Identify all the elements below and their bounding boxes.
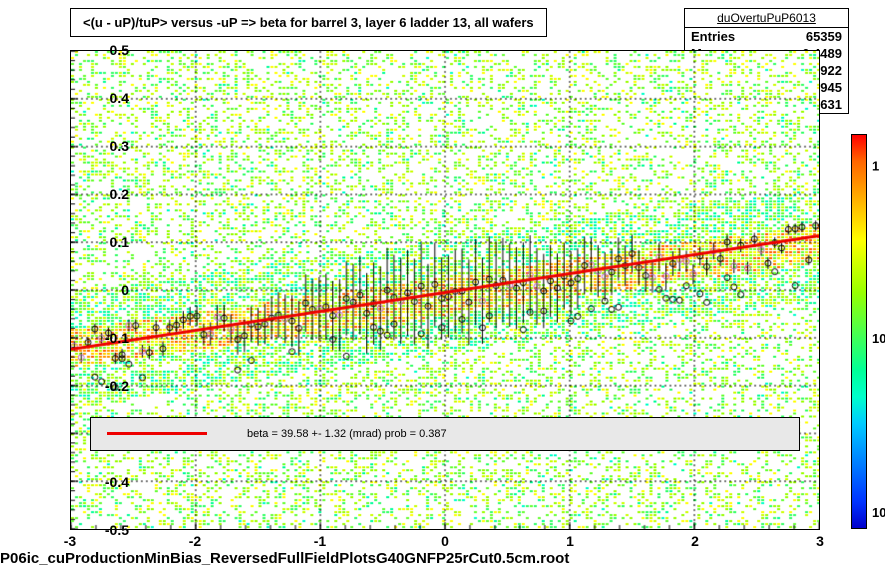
y-tick: 0.3 — [79, 138, 129, 154]
legend-line-sample — [107, 432, 207, 435]
colorbar-tick: 10⁻ — [872, 505, 885, 521]
x-tick: -2 — [189, 533, 201, 549]
colorbar-tick: 1 — [872, 158, 879, 173]
plot-area — [70, 50, 820, 530]
stats-row: Entries65359 — [685, 28, 848, 45]
colorbar-canvas — [852, 135, 866, 528]
colorbar — [851, 134, 867, 529]
fit-legend: beta = 39.58 +- 1.32 (mrad) prob = 0.387 — [90, 417, 800, 451]
y-tick: -0.2 — [79, 378, 129, 394]
overlay-canvas — [71, 51, 819, 529]
x-tick: 3 — [816, 533, 824, 549]
x-tick: -3 — [64, 533, 76, 549]
stats-name: duOvertuPuP6013 — [685, 9, 848, 28]
y-tick: -0.1 — [79, 330, 129, 346]
x-tick: 1 — [566, 533, 574, 549]
y-tick: 0.2 — [79, 186, 129, 202]
y-tick: 0.5 — [79, 42, 129, 58]
y-tick: 0.4 — [79, 90, 129, 106]
x-tick: 2 — [691, 533, 699, 549]
x-tick: 0 — [441, 533, 449, 549]
y-tick: -0.4 — [79, 474, 129, 490]
y-tick: 0 — [79, 282, 129, 298]
legend-text: beta = 39.58 +- 1.32 (mrad) prob = 0.387 — [247, 428, 447, 440]
y-tick: 0.1 — [79, 234, 129, 250]
chart-title: <(u - uP)/tuP> versus -uP => beta for ba… — [70, 8, 547, 37]
y-tick: -0.5 — [79, 522, 129, 538]
file-caption: P06ic_cuProductionMinBias_ReversedFullFi… — [0, 550, 569, 567]
colorbar-tick: 10⁻ — [872, 331, 885, 347]
x-tick: -1 — [314, 533, 326, 549]
